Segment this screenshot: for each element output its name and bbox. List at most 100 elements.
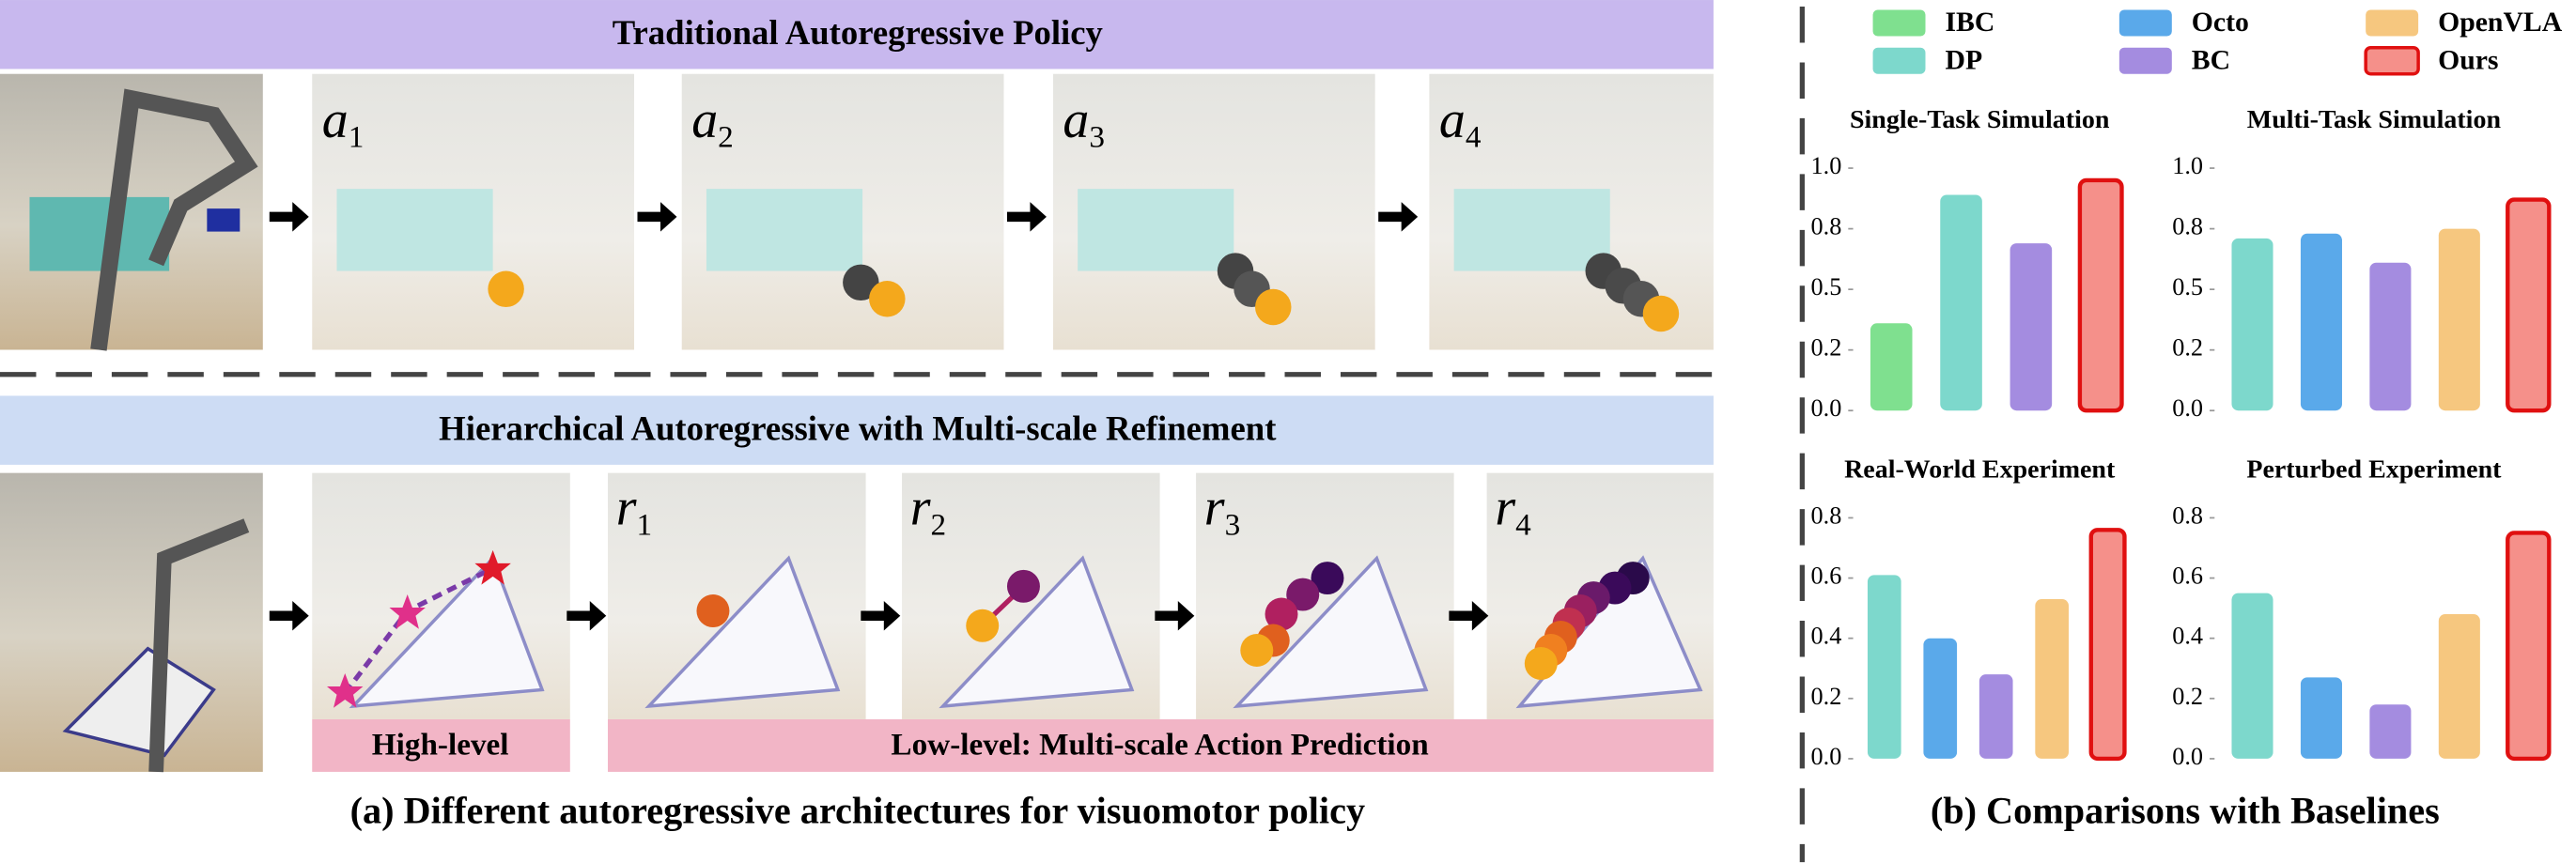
bar: [2369, 262, 2412, 411]
bar: [1923, 638, 1958, 759]
step-sub: 1: [349, 119, 365, 154]
step-sub: 3: [1089, 119, 1105, 154]
y-tick-label: 0.4: [2172, 623, 2203, 650]
step-sub: 4: [1515, 507, 1531, 542]
bar: [2300, 233, 2342, 411]
bar: [2231, 593, 2273, 759]
y-tick-label: 0.2: [1811, 683, 1842, 710]
legend-swatch: [1872, 47, 1926, 74]
label-box: [312, 718, 570, 772]
legend-swatch: [2366, 9, 2419, 37]
step-letter: r: [1495, 478, 1515, 536]
legend-label: Octo: [2192, 8, 2249, 38]
chart-title: Single-Task Simulation: [1850, 105, 2110, 134]
step-sub: 3: [1225, 507, 1241, 542]
step-label: a4: [1439, 91, 1482, 155]
bar: [2088, 528, 2127, 762]
caption: (b) Comparisons with Baselines: [1931, 790, 2440, 832]
y-tick-label: 0.6: [2172, 562, 2203, 590]
step-labels: r1 r2 r3 r4: [616, 478, 1531, 542]
step-label: a1: [322, 91, 365, 155]
bar: [2010, 243, 2053, 411]
bar: [2369, 704, 2412, 759]
step-label: r2: [910, 478, 946, 542]
step-label: r3: [1204, 478, 1240, 542]
legend-swatch: [1872, 9, 1926, 37]
step-letter: r: [910, 478, 931, 536]
step-sub: 1: [637, 507, 653, 542]
banner: [0, 0, 1714, 69]
y-tick-label: 0.0: [1811, 743, 1842, 770]
bar: [2300, 677, 2342, 759]
step-label: r1: [616, 478, 652, 542]
y-tick-label: 0.5: [1811, 273, 1842, 301]
y-tick-label: 0.2: [2172, 683, 2203, 710]
bar: [2438, 614, 2480, 759]
step-sub: 2: [931, 507, 947, 542]
y-tick-label: 1.0: [1811, 152, 1842, 179]
step-letter: r: [1204, 478, 1225, 536]
top-row-images: [0, 73, 1714, 351]
bar: [2438, 228, 2480, 411]
y-tick-label: 1.0: [2172, 152, 2203, 179]
step-letter: r: [616, 478, 637, 536]
bar: [2506, 531, 2552, 762]
chart-title: Multi-Task Simulation: [2247, 105, 2502, 134]
legend-swatch: [2118, 9, 2172, 37]
legend-label: BC: [2192, 45, 2230, 75]
bar: [1870, 323, 1913, 411]
banner-title: Hierarchical Autoregressive with Multi-s…: [439, 408, 1277, 447]
y-tick-label: 0.8: [1811, 501, 1842, 529]
step-letter: a: [691, 91, 718, 149]
bar: [1979, 674, 2013, 759]
bar: [1940, 194, 1982, 411]
bar: [2035, 599, 2069, 759]
bottom-row-images: [0, 472, 1714, 773]
photo-object: [29, 196, 170, 271]
photo-object: [207, 208, 241, 232]
step-labels: a1 a2 a3 a4: [322, 91, 1482, 155]
legend-label: DP: [1945, 45, 1982, 75]
banner: [0, 395, 1714, 465]
step-label: a3: [1063, 91, 1105, 155]
legend-swatch: [2364, 45, 2420, 76]
bar: [2231, 238, 2273, 411]
step-label: a2: [691, 91, 734, 155]
robot-arm: [90, 88, 258, 351]
caption: (a) Different autoregressive architectur…: [350, 790, 1365, 832]
step-letter: a: [1063, 91, 1089, 149]
y-tick-label: 0.8: [2172, 501, 2203, 529]
banner-title: Traditional Autoregressive Policy: [613, 13, 1103, 52]
y-tick-label: 0.0: [2172, 743, 2203, 770]
step-sub: 2: [718, 119, 734, 154]
legend-label: IBC: [1945, 8, 1994, 38]
y-tick-label: 0.8: [1811, 213, 1842, 240]
low-level-label: Low-level: Multi-scale Action Prediction: [891, 727, 1428, 762]
high-level-label: High-level: [372, 727, 509, 762]
label-box: [608, 718, 1714, 772]
chart-title: Real-World Experiment: [1844, 455, 2116, 484]
step-sub: 4: [1466, 119, 1482, 154]
arrows: [269, 202, 1419, 232]
step-letter: a: [1439, 91, 1466, 149]
step-letter: a: [322, 91, 349, 149]
legend-swatch: [2118, 47, 2172, 74]
bar: [1867, 575, 1901, 759]
y-tick-label: 0.0: [1811, 394, 1842, 422]
y-tick-label: 0.6: [1811, 562, 1842, 590]
chart-title: Perturbed Experiment: [2246, 455, 2502, 484]
y-tick-label: 0.2: [1811, 334, 1842, 362]
y-tick-label: 0.4: [1811, 623, 1842, 650]
action-balls: [488, 253, 1680, 332]
bar: [2077, 177, 2124, 413]
legend-label: OpenVLA: [2438, 8, 2563, 38]
faded-frames: [312, 73, 1714, 350]
arrows: [269, 601, 1489, 631]
y-tick-label: 0.8: [2172, 213, 2203, 240]
step-label: r4: [1495, 478, 1531, 542]
y-tick-label: 0.2: [2172, 334, 2203, 362]
y-tick-label: 0.0: [2172, 394, 2203, 422]
bar: [2506, 197, 2552, 413]
